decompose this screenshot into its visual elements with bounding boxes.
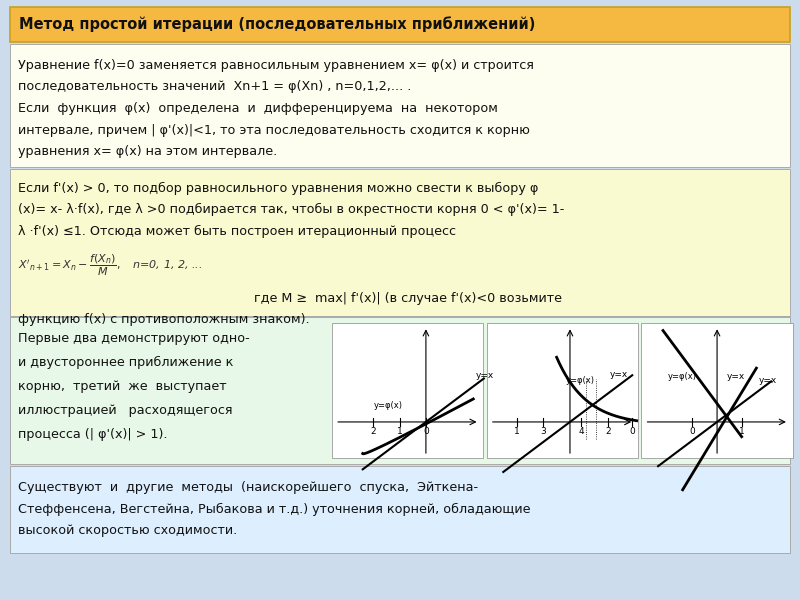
Text: и двустороннее приближение к: и двустороннее приближение к bbox=[18, 356, 233, 370]
Text: Метод простой итерации (последовательных приближений): Метод простой итерации (последовательных… bbox=[19, 16, 535, 32]
Text: 2: 2 bbox=[370, 427, 376, 436]
Text: Если f'(x) > 0, то подбор равносильного уравнения можно свести к выбору φ: Если f'(x) > 0, то подбор равносильного … bbox=[18, 182, 538, 195]
Text: интервале, причем | φ'(x)|<1, то эта последовательность сходится к корню: интервале, причем | φ'(x)|<1, то эта пос… bbox=[18, 124, 530, 137]
Text: 1: 1 bbox=[397, 427, 402, 436]
Text: функцию f(x) с противоположным знаком).: функцию f(x) с противоположным знаком). bbox=[18, 313, 310, 326]
Bar bbox=[486, 323, 638, 458]
Bar bbox=[10, 317, 790, 464]
Text: Первые два демонстрируют одно-: Первые два демонстрируют одно- bbox=[18, 332, 250, 346]
Text: иллюстрацией   расходящегося: иллюстрацией расходящегося bbox=[18, 404, 232, 418]
Text: 0: 0 bbox=[690, 427, 695, 436]
Text: высокой скоростью сходимости.: высокой скоростью сходимости. bbox=[18, 524, 237, 538]
Bar bbox=[642, 323, 793, 458]
Text: процесса (| φ'(x)| > 1).: процесса (| φ'(x)| > 1). bbox=[18, 428, 167, 442]
Text: Уравнение f(x)=0 заменяется равносильным уравнением x= φ(x) и строится: Уравнение f(x)=0 заменяется равносильным… bbox=[18, 59, 534, 72]
Text: уравнения x= φ(x) на этом интервале.: уравнения x= φ(x) на этом интервале. bbox=[18, 145, 277, 158]
Text: y=x: y=x bbox=[610, 370, 628, 379]
Text: Стеффенсена, Вегстейна, Рыбакова и т.д.) уточнения корней, обладающие: Стеффенсена, Вегстейна, Рыбакова и т.д.)… bbox=[18, 503, 530, 516]
Text: (x)= x- λ·f(x), где λ >0 подбирается так, чтобы в окрестности корня 0 < φ'(x)= 1: (x)= x- λ·f(x), где λ >0 подбирается так… bbox=[18, 203, 564, 217]
Bar bbox=[10, 44, 790, 167]
Text: λ ·f'(x) ≤1. Отсюда может быть построен итерационный процесс: λ ·f'(x) ≤1. Отсюда может быть построен … bbox=[18, 225, 456, 238]
Bar bbox=[10, 7, 790, 42]
Text: y=φ(x): y=φ(x) bbox=[668, 373, 697, 382]
Bar bbox=[332, 323, 483, 458]
Text: 1: 1 bbox=[514, 427, 519, 436]
Text: y=φ(x): y=φ(x) bbox=[566, 376, 594, 385]
Text: y=x: y=x bbox=[476, 371, 494, 380]
Text: y=x: y=x bbox=[727, 373, 745, 382]
Text: Если  функция  φ(x)  определена  и  дифференцируема  на  некотором: Если функция φ(x) определена и дифференц… bbox=[18, 102, 498, 115]
Text: 2: 2 bbox=[605, 427, 610, 436]
Text: 3: 3 bbox=[541, 427, 546, 436]
Text: 4: 4 bbox=[578, 427, 584, 436]
Text: 0: 0 bbox=[630, 427, 635, 436]
Text: последовательность значений  Xn+1 = φ(Xn) , n=0,1,2,... .: последовательность значений Xn+1 = φ(Xn)… bbox=[18, 80, 411, 94]
Bar bbox=[10, 466, 790, 553]
Text: корню,  третий  же  выступает: корню, третий же выступает bbox=[18, 380, 226, 394]
Text: Существуют  и  другие  методы  (наискорейшего  спуска,  Эйткена-: Существуют и другие методы (наискорейшег… bbox=[18, 481, 478, 494]
Bar bbox=[10, 169, 790, 316]
Text: где M ≥  max| f'(x)| (в случае f'(x)<0 возьмите: где M ≥ max| f'(x)| (в случае f'(x)<0 во… bbox=[234, 292, 562, 305]
Text: $X'_{n+1} = X_n - \dfrac{f(X_n)}{M},$   n=0, 1, 2, ...: $X'_{n+1} = X_n - \dfrac{f(X_n)}{M},$ n=… bbox=[18, 253, 202, 278]
Text: y=x: y=x bbox=[759, 376, 777, 385]
Text: y=φ(x): y=φ(x) bbox=[374, 401, 402, 410]
Text: 1: 1 bbox=[738, 427, 745, 436]
Text: 0: 0 bbox=[423, 427, 429, 436]
